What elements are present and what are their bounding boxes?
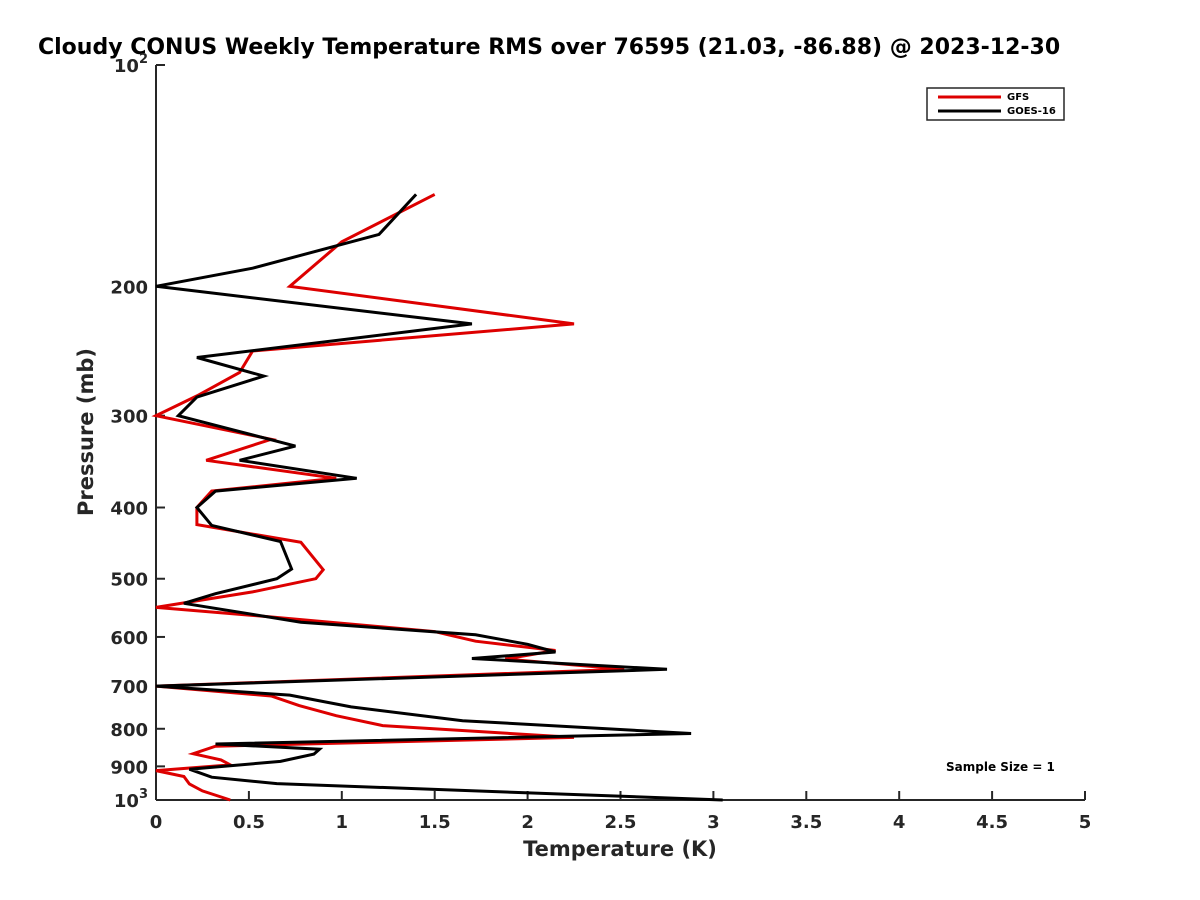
legend-label-goes-16: GOES-16 bbox=[1007, 106, 1056, 117]
y-tick-label: 300 bbox=[110, 407, 148, 428]
legend-label-gfs: GFS bbox=[1007, 92, 1029, 103]
sample-size-annotation: Sample Size = 1 bbox=[946, 760, 1055, 774]
x-axis-label: Temperature (K) bbox=[523, 837, 717, 861]
x-tick-label: 4.5 bbox=[976, 812, 1008, 833]
series-layer bbox=[151, 193, 723, 802]
y-axis-label: Pressure (mb) bbox=[74, 348, 98, 516]
y-tick-label: 900 bbox=[110, 757, 148, 778]
x-tick-label: 4 bbox=[893, 812, 906, 833]
series-line-goes-16 bbox=[155, 193, 723, 802]
y-tick-label: 500 bbox=[110, 570, 148, 591]
x-tick-label: 2.5 bbox=[605, 812, 637, 833]
y-tick-label: 103 bbox=[114, 787, 148, 812]
plot-area bbox=[155, 65, 1085, 801]
y-tick-label: 102 bbox=[114, 52, 148, 77]
legend: GFS GOES-16 bbox=[926, 87, 1065, 121]
x-tick-label: 1.5 bbox=[419, 812, 451, 833]
x-tick-label: 0 bbox=[150, 812, 163, 833]
y-axis-ticks: 102 200 300 400 500 600 700 800 900 103 bbox=[110, 52, 165, 812]
y-tick-label: 600 bbox=[110, 628, 148, 649]
chart-title: Cloudy CONUS Weekly Temperature RMS over… bbox=[38, 35, 1060, 60]
x-tick-label: 2 bbox=[521, 812, 534, 833]
y-tick-label: 800 bbox=[110, 720, 148, 741]
y-tick-label: 700 bbox=[110, 677, 148, 698]
y-tick-label: 200 bbox=[110, 277, 148, 298]
legend-box bbox=[926, 87, 1065, 121]
x-axis-ticks: 0 0.5 1 1.5 2 2.5 3 3.5 4 4.5 5 bbox=[150, 791, 1092, 833]
x-tick-label: 5 bbox=[1079, 812, 1092, 833]
x-tick-label: 0.5 bbox=[233, 812, 265, 833]
x-tick-label: 1 bbox=[336, 812, 349, 833]
series-line-gfs bbox=[151, 193, 625, 802]
x-tick-label: 3.5 bbox=[790, 812, 822, 833]
y-tick-label: 400 bbox=[110, 499, 148, 520]
plot-frame bbox=[156, 65, 1085, 800]
x-tick-label: 3 bbox=[707, 812, 720, 833]
